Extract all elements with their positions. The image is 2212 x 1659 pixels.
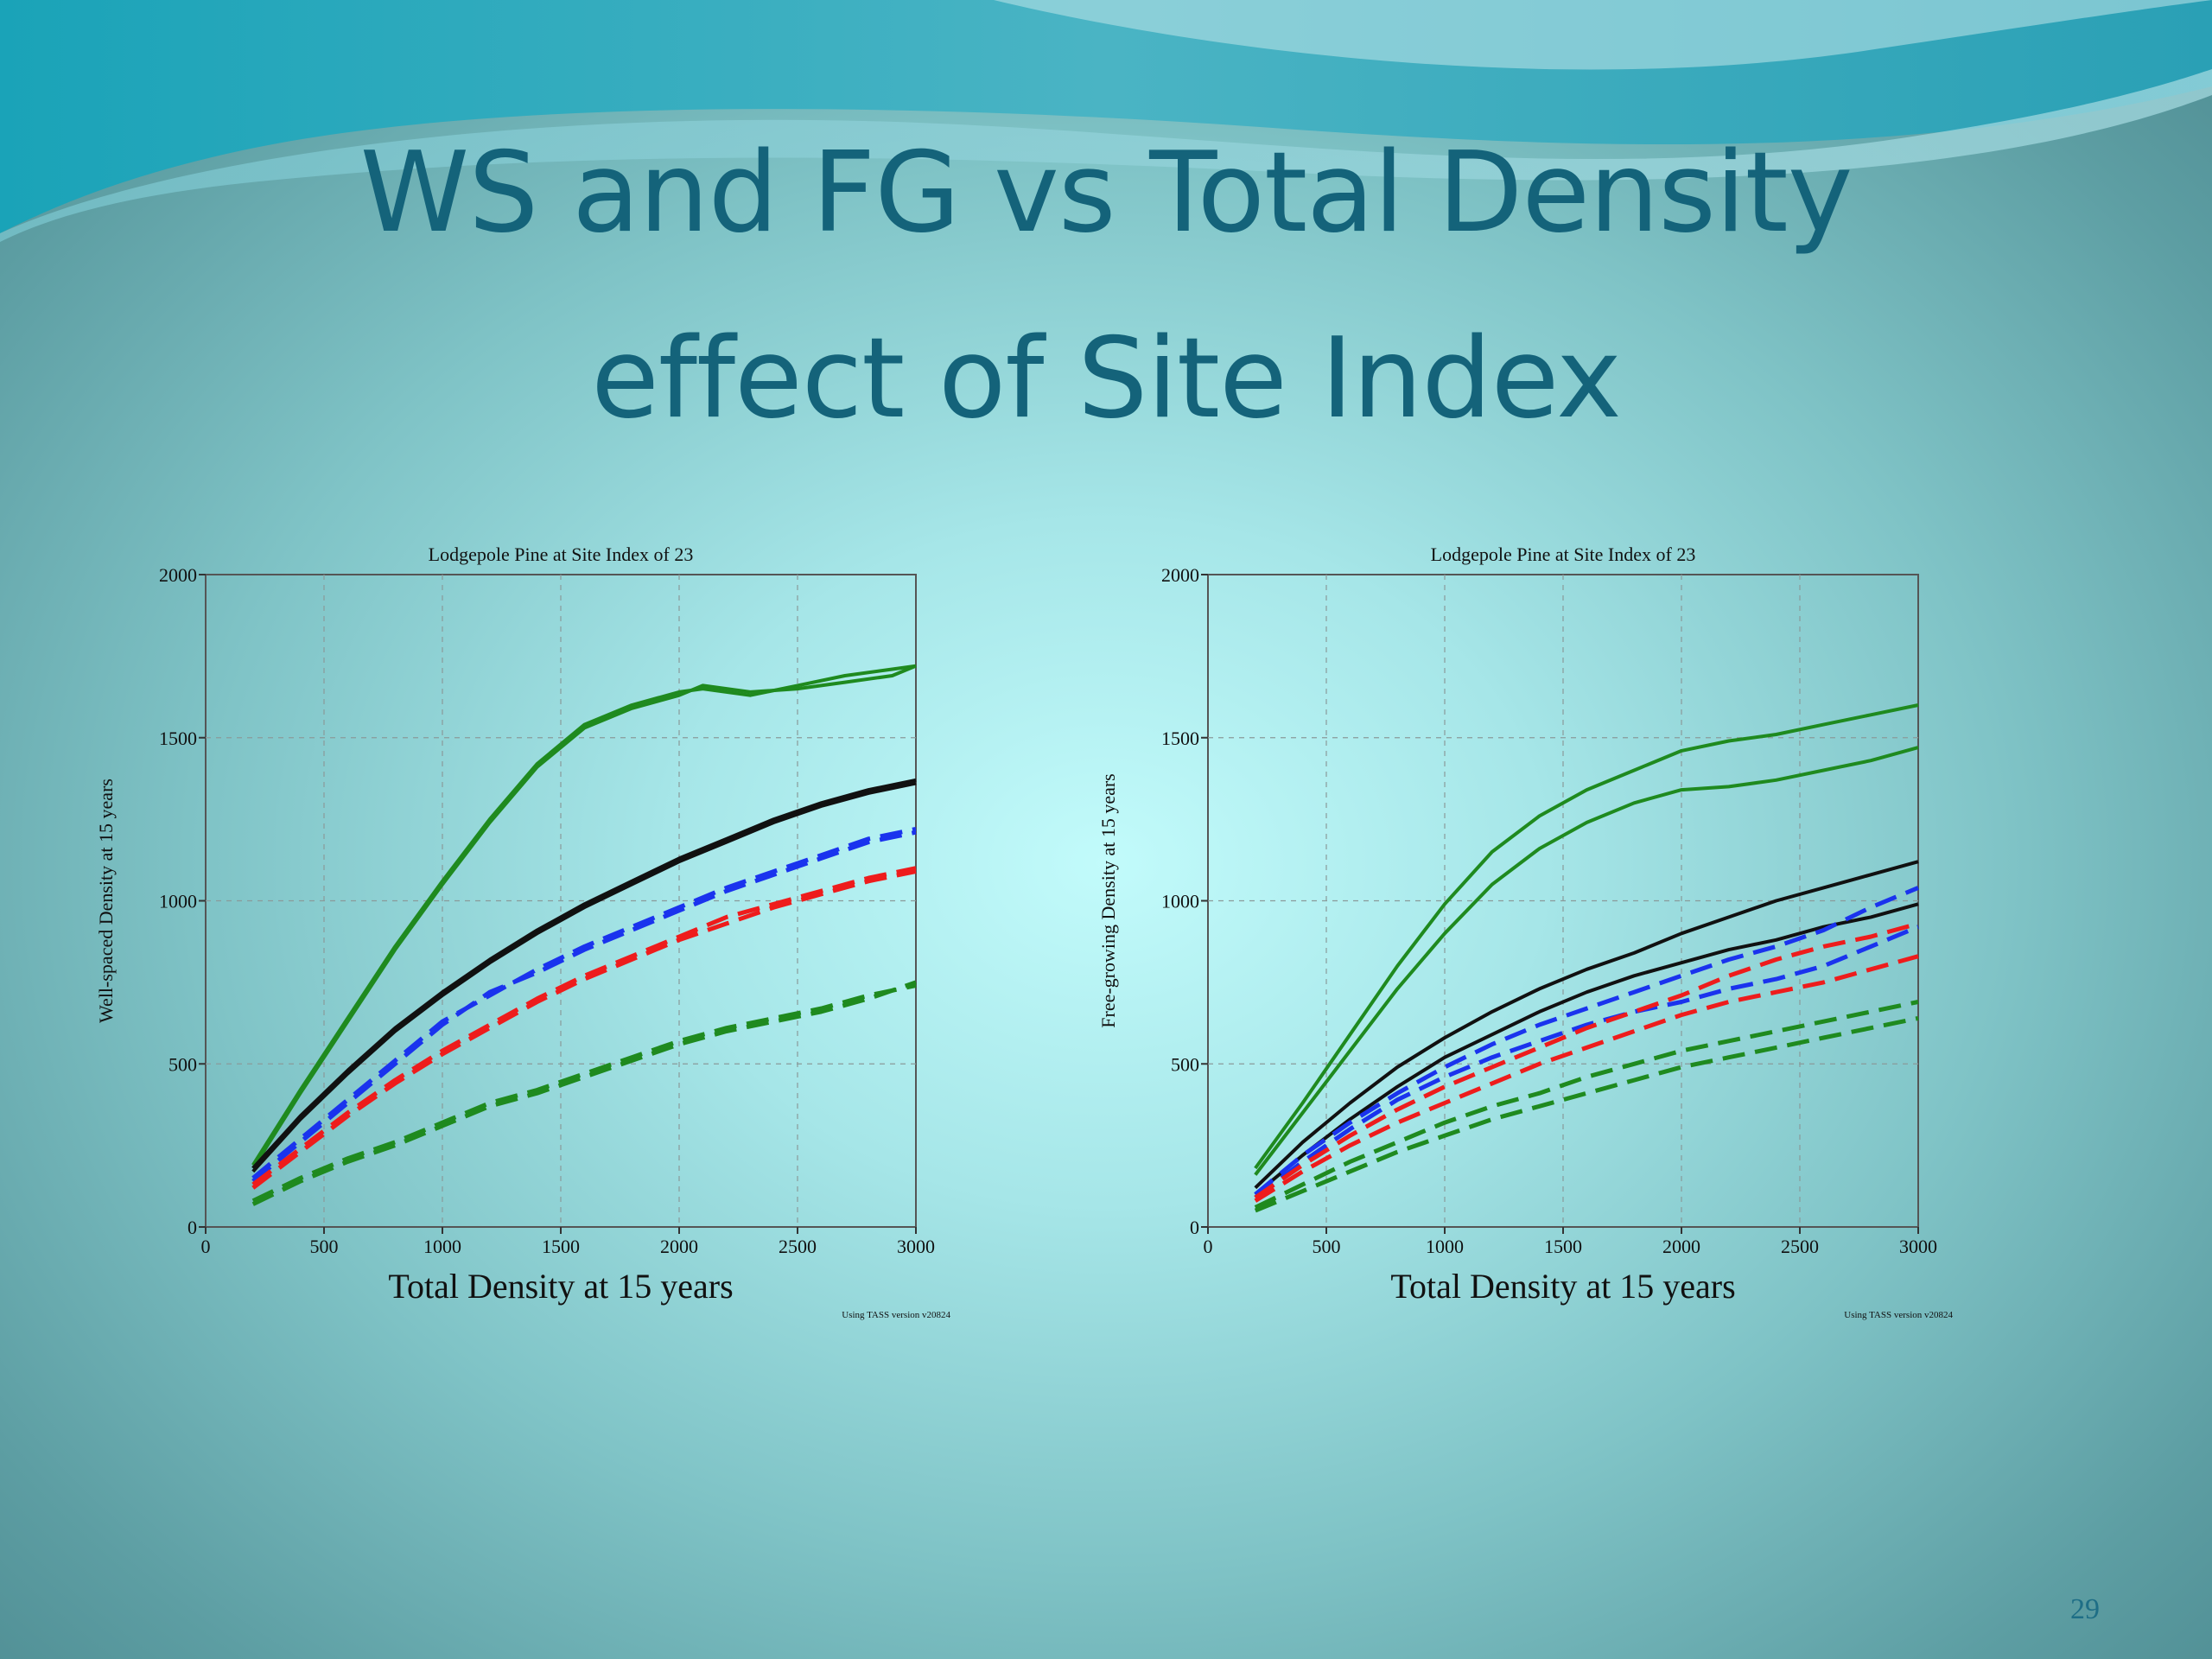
series-line-red-dashed xyxy=(1254,954,1919,1203)
y-tick-label: 2000 xyxy=(159,564,197,586)
x-axis-label: Total Density at 15 years xyxy=(1390,1267,1735,1306)
series-line-green-solid xyxy=(251,664,917,1170)
y-tick-label: 1500 xyxy=(1161,728,1199,749)
series-line-green-solid xyxy=(251,664,917,1166)
series-line-blue-dashed xyxy=(251,830,917,1184)
chart-footnote: Using TASS version v20824 xyxy=(842,1310,950,1320)
y-tick-label: 1000 xyxy=(1161,891,1199,912)
series-line-green-solid xyxy=(1254,746,1919,1176)
x-tick-label: 3000 xyxy=(897,1236,935,1257)
x-tick-label: 1500 xyxy=(1544,1236,1582,1257)
chart-title: Lodgepole Pine at Site Index of 23 xyxy=(429,543,694,565)
series-line-red-dashed xyxy=(251,869,917,1190)
x-axis-label: Total Density at 15 years xyxy=(388,1267,733,1306)
series-line-black-solid xyxy=(1254,902,1919,1196)
y-tick-label: 0 xyxy=(1190,1217,1199,1238)
series-line-green-dashed xyxy=(251,980,917,1206)
x-tick-label: 1000 xyxy=(1426,1236,1464,1257)
series-line-green-dashed xyxy=(1254,1015,1919,1213)
x-tick-label: 0 xyxy=(1204,1236,1213,1257)
series-line-black-solid xyxy=(251,778,917,1170)
series-line-red-dashed xyxy=(251,866,917,1186)
series-line-red-dashed xyxy=(1254,921,1919,1200)
free-growing-density-chart-svg: 0 500 1000 1500 2000 2500 3000 0 500 1000 1500 2000… xyxy=(1097,543,1953,1320)
series-line-blue-dashed xyxy=(251,826,917,1180)
x-tick-label: 1000 xyxy=(423,1236,461,1257)
x-tick-label: 1500 xyxy=(542,1236,580,1257)
y-tick-label: 2000 xyxy=(1161,564,1199,586)
slide-title-line-1: WS and FG vs Total Density xyxy=(359,129,1853,257)
series-line-black-solid xyxy=(1254,860,1919,1190)
series-line-green-solid xyxy=(1254,703,1919,1170)
y-tick-label: 1500 xyxy=(159,728,197,749)
chart-title: Lodgepole Pine at Site Index of 23 xyxy=(1431,543,1696,565)
y-tick-label: 0 xyxy=(188,1217,197,1238)
y-tick-label: 500 xyxy=(168,1053,197,1075)
y-tick-label: 1000 xyxy=(159,891,197,912)
series-line-blue-dashed xyxy=(1254,886,1919,1197)
x-tick-label: 2500 xyxy=(779,1236,817,1257)
series-line-green-dashed xyxy=(1254,1000,1919,1210)
x-tick-label: 500 xyxy=(310,1236,339,1257)
decorative-header-waves xyxy=(0,0,2212,242)
x-tick-label: 500 xyxy=(1313,1236,1341,1257)
x-tick-label: 3000 xyxy=(1899,1236,1937,1257)
x-tick-label: 2500 xyxy=(1781,1236,1819,1257)
slide-title-line-2: effect of Site Index xyxy=(591,315,1622,443)
x-tick-label: 2000 xyxy=(1662,1236,1700,1257)
x-tick-label: 2000 xyxy=(660,1236,698,1257)
x-tick-label: 0 xyxy=(201,1236,211,1257)
series-line-green-dashed xyxy=(251,983,917,1204)
y-axis-label: Well-spaced Density at 15 years xyxy=(95,779,117,1023)
series-line-black-solid xyxy=(251,781,917,1173)
slide-title: WS and FG vs Total Density effect of Sit… xyxy=(0,138,2212,510)
y-axis-label: Free-growing Density at 15 years xyxy=(1097,773,1119,1027)
page-number: 29 xyxy=(2070,1593,2100,1625)
well-spaced-density-chart-svg: 0 500 1000 1500 2000 2500 3000 0 500 1000 1500 2000… xyxy=(95,543,950,1320)
free-growing-density-chart: 0 500 1000 1500 2000 2500 3000 0 500 1000 1500 2000… xyxy=(1080,536,1961,1331)
series-line-blue-dashed xyxy=(1254,925,1919,1199)
well-spaced-density-chart: 0 500 1000 1500 2000 2500 3000 0 500 1000 1500 2000… xyxy=(78,536,959,1331)
y-tick-label: 500 xyxy=(1171,1053,1199,1075)
chart-footnote: Using TASS version v20824 xyxy=(1844,1310,1953,1320)
